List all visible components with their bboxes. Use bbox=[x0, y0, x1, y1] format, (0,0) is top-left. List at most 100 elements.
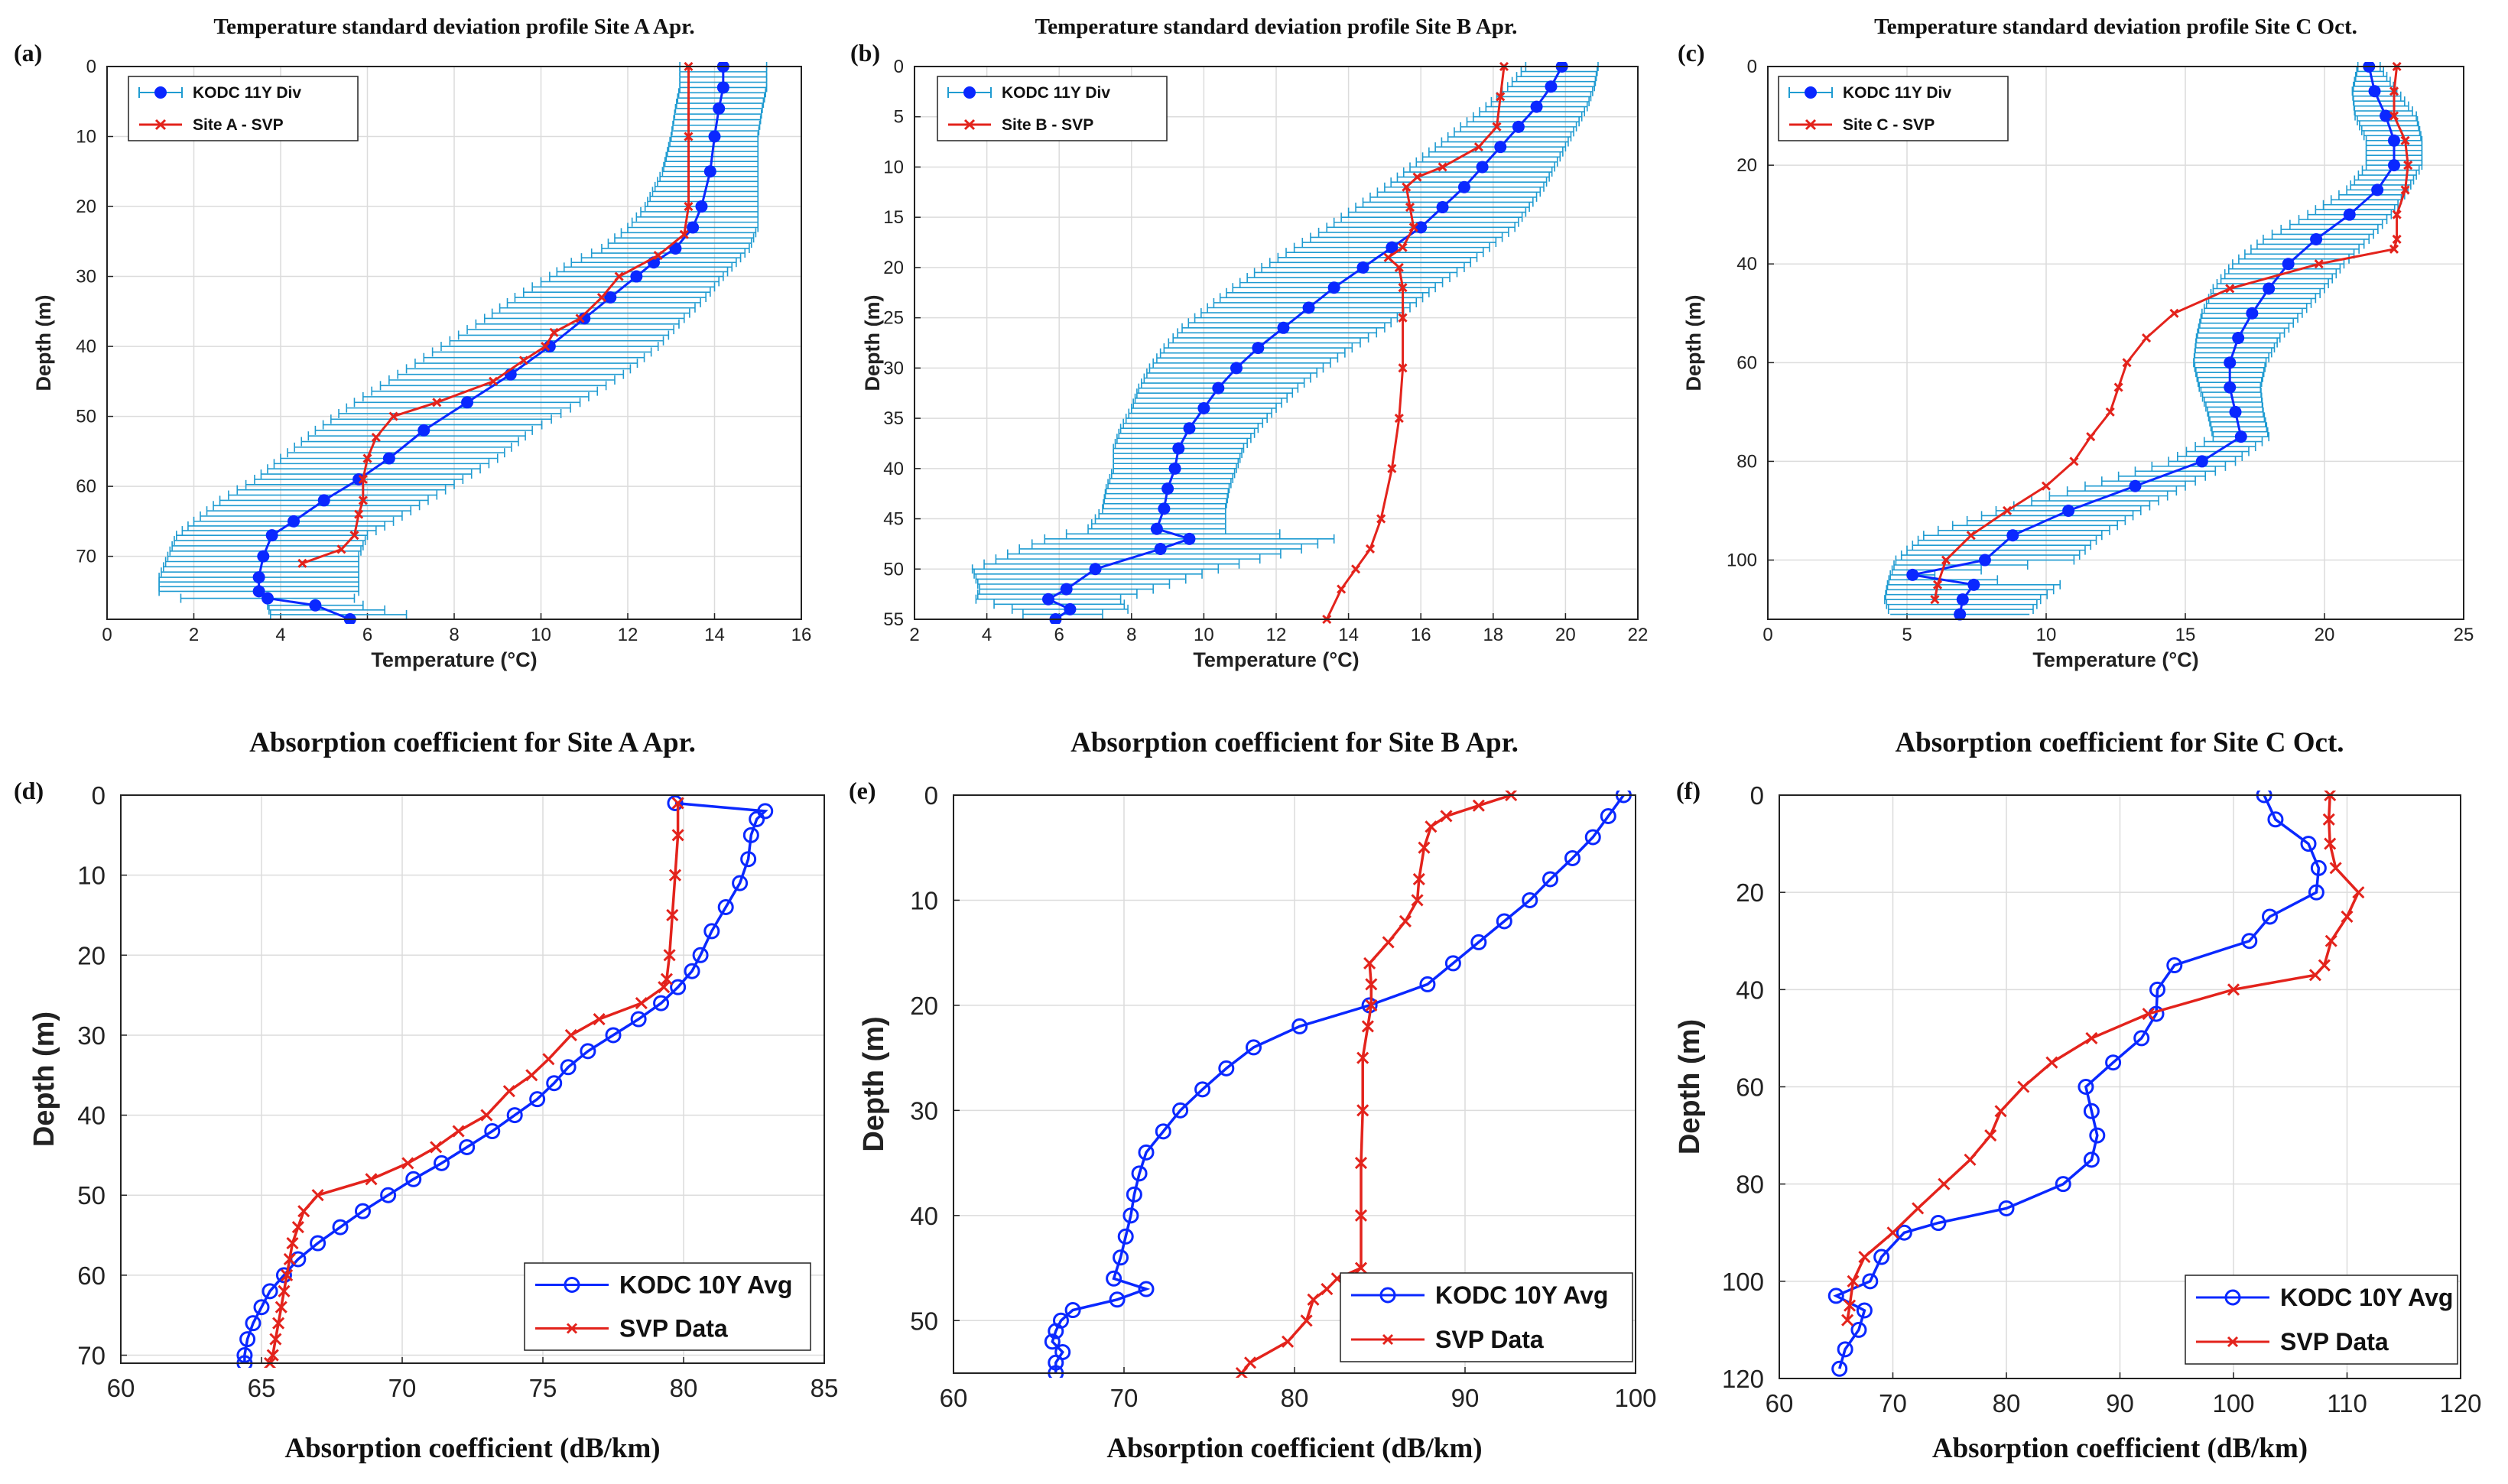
data-point bbox=[564, 1028, 577, 1042]
y-tick-label: 55 bbox=[883, 609, 904, 630]
data-point bbox=[546, 1075, 563, 1092]
legend-label: SVP Data bbox=[2280, 1328, 2389, 1356]
data-point bbox=[658, 981, 671, 994]
data-point bbox=[1356, 1104, 1369, 1117]
plot-marks bbox=[971, 62, 1599, 624]
data-point bbox=[2195, 455, 2208, 468]
plot-marks bbox=[158, 62, 768, 624]
data-point bbox=[1158, 502, 1171, 515]
legend-label: SVP Data bbox=[619, 1315, 728, 1343]
chart-f: Absorption coefficient for Site C Oct. (f… bbox=[1674, 727, 2482, 1464]
data-point bbox=[668, 869, 682, 882]
data-point bbox=[309, 599, 322, 612]
x-tick-label: 90 bbox=[2106, 1389, 2134, 1417]
data-point bbox=[1831, 1360, 1848, 1377]
data-point bbox=[1131, 1165, 1148, 1182]
legend-entry: KODC 10Y Avg bbox=[535, 1271, 792, 1299]
chart-title: Absorption coefficient for Site B Apr. bbox=[1070, 727, 1519, 758]
legend-marker bbox=[963, 119, 976, 131]
data-point bbox=[614, 271, 624, 281]
y-axis-label: Depth (m) bbox=[32, 295, 55, 391]
x-tick-label: 85 bbox=[811, 1374, 839, 1402]
y-tick-label: 70 bbox=[77, 1342, 106, 1370]
legend: KODC 11Y Div Site B - SVP bbox=[937, 76, 1168, 141]
legend-box bbox=[1778, 76, 2009, 141]
data-point bbox=[1243, 1356, 1257, 1369]
x-tick-label: 60 bbox=[1766, 1389, 1794, 1417]
x-axis-label: Temperature (°C) bbox=[2032, 648, 2198, 671]
chart-title: Absorption coefficient for Site C Oct. bbox=[1895, 727, 2344, 758]
data-point bbox=[1138, 1281, 1155, 1297]
data-point bbox=[732, 875, 749, 891]
data-point bbox=[2041, 481, 2052, 491]
x-tick-label: 16 bbox=[1411, 625, 1431, 645]
data-point bbox=[635, 997, 648, 1010]
data-point bbox=[529, 1091, 546, 1108]
data-point bbox=[1584, 829, 1601, 846]
data-point bbox=[388, 411, 398, 421]
legend-entry: KODC 10Y Avg bbox=[1351, 1281, 1608, 1309]
x-tick-label: 14 bbox=[1338, 625, 1359, 645]
data-point bbox=[542, 1053, 555, 1066]
y-tick-label: 60 bbox=[76, 476, 96, 497]
data-point bbox=[1365, 999, 1378, 1012]
data-point bbox=[708, 130, 721, 143]
data-point bbox=[1307, 1293, 1320, 1306]
data-point bbox=[1847, 1275, 1860, 1288]
legend-entry: KODC 11Y Div bbox=[138, 84, 301, 102]
data-point bbox=[713, 102, 726, 115]
data-point bbox=[2318, 959, 2331, 972]
x-tick-label: 110 bbox=[2327, 1389, 2367, 1417]
plot-marks bbox=[1827, 791, 2365, 1377]
data-point bbox=[1172, 1102, 1189, 1119]
data-point bbox=[2389, 244, 2399, 254]
data-point bbox=[2129, 479, 2142, 492]
data-point bbox=[2017, 1080, 2030, 1093]
data-point bbox=[245, 1315, 262, 1332]
plot-marks bbox=[1884, 62, 2423, 621]
data-point bbox=[1394, 262, 1404, 272]
data-point bbox=[1089, 563, 1102, 576]
legend-marker bbox=[1805, 86, 1817, 99]
x-axis-label: Temperature (°C) bbox=[371, 648, 537, 671]
data-point bbox=[2352, 886, 2365, 899]
data-point bbox=[1941, 555, 1951, 565]
data-point bbox=[1109, 1291, 1126, 1308]
y-tick-label: 70 bbox=[76, 547, 96, 567]
data-point bbox=[575, 313, 585, 323]
data-point bbox=[1060, 583, 1073, 596]
series-0 bbox=[1827, 791, 2327, 1377]
plot-frame bbox=[120, 794, 825, 1364]
data-point bbox=[1850, 1321, 1867, 1338]
y-tick-label: 80 bbox=[1736, 451, 1757, 472]
x-tick-label: 12 bbox=[618, 625, 638, 645]
y-tick-label: 20 bbox=[77, 941, 106, 969]
data-point bbox=[695, 200, 708, 213]
legend: KODC 10Y Avg SVP Data bbox=[2185, 1275, 2458, 1365]
data-point bbox=[459, 1138, 476, 1155]
data-point bbox=[380, 1187, 397, 1203]
data-point bbox=[1494, 141, 1507, 154]
legend-marker bbox=[566, 1323, 578, 1334]
x-tick-label: 90 bbox=[1451, 1384, 1480, 1412]
x-tick-label: 60 bbox=[940, 1384, 968, 1412]
data-point bbox=[432, 398, 442, 408]
y-tick-label: 60 bbox=[77, 1262, 106, 1290]
data-point bbox=[1161, 482, 1174, 495]
data-point bbox=[1048, 1354, 1064, 1371]
markers bbox=[1322, 62, 1509, 624]
data-point bbox=[2324, 837, 2337, 850]
data-point bbox=[2062, 504, 2075, 517]
y-tick-label: 20 bbox=[883, 258, 904, 278]
data-point bbox=[2368, 85, 2381, 98]
data-point bbox=[1064, 602, 1077, 615]
data-point bbox=[1418, 841, 1431, 854]
data-point bbox=[405, 1171, 422, 1187]
data-point bbox=[332, 1219, 349, 1236]
data-point bbox=[1522, 891, 1538, 908]
markers bbox=[297, 62, 694, 568]
markers bbox=[1906, 62, 2400, 621]
data-point bbox=[1138, 1144, 1155, 1161]
data-point bbox=[596, 292, 607, 303]
